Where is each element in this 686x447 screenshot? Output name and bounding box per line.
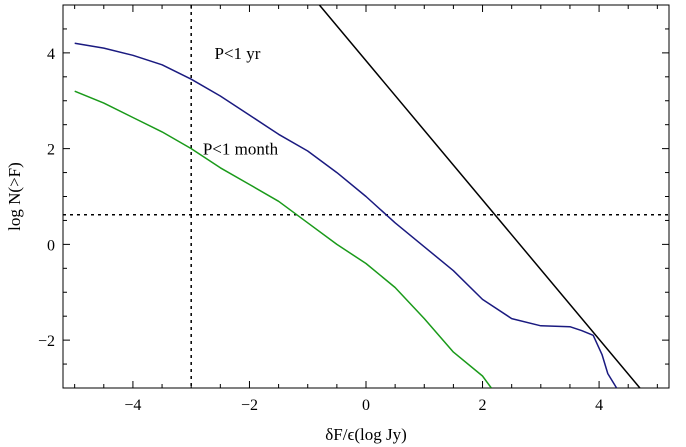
series-limit-line — [318, 5, 641, 388]
annotations: P<1 yr P<1 month — [203, 44, 279, 159]
x-tick-label: 0 — [362, 397, 370, 414]
x-tick-label: −2 — [241, 397, 258, 414]
series-p-lt-1-yr — [74, 42, 618, 388]
y-axis-label: log N(>F) — [5, 162, 24, 231]
x-axis-label: δF/ϵ(log Jy) — [325, 425, 406, 444]
x-tick-label: 2 — [479, 397, 487, 414]
axis-ticks — [63, 4, 669, 389]
reference-lines — [63, 5, 669, 388]
y-tick-label: 4 — [47, 46, 55, 63]
annotation-p-lt-1-yr: P<1 yr — [215, 44, 261, 63]
x-tick-label: −4 — [124, 397, 141, 414]
tick-labels: −4 −2 0 2 4 −2 0 2 4 — [38, 46, 603, 414]
series-p-lt-1-month — [74, 90, 492, 388]
y-tick-label: 2 — [47, 142, 55, 159]
x-tick-label: 4 — [595, 397, 603, 414]
y-tick-label: 0 — [47, 237, 55, 254]
y-tick-label: −2 — [38, 333, 55, 350]
annotation-p-lt-1-month: P<1 month — [203, 140, 279, 159]
series-lines — [74, 5, 641, 388]
